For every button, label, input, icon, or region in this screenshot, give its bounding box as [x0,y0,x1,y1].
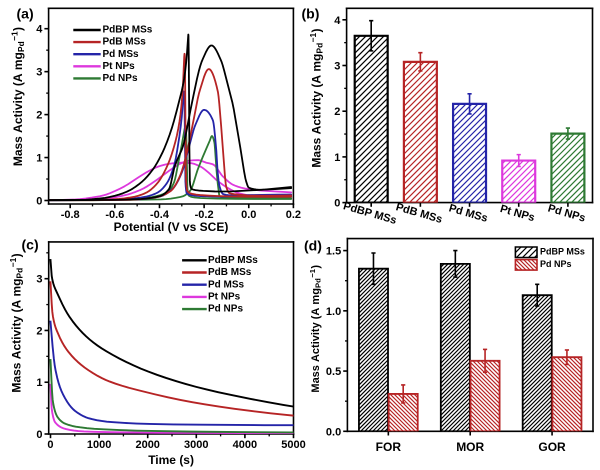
svg-text:2: 2 [36,325,42,337]
svg-text:Pd NPs: Pd NPs [208,304,243,315]
svg-text:2: 2 [334,106,340,118]
svg-text:4000: 4000 [233,439,257,451]
svg-text:2: 2 [36,110,42,122]
svg-text:0.2: 0.2 [286,209,301,221]
svg-text:1: 1 [36,377,42,389]
svg-text:-0.6: -0.6 [105,209,124,221]
svg-text:M a s s: M a s s A c t i v i t y ( A m g ) P d − [5,23,28,167]
svg-text:0: 0 [36,195,42,207]
svg-text:4: 4 [334,15,341,27]
svg-text:0: 0 [47,439,53,451]
svg-text:PdB MSs: PdB MSs [208,267,252,278]
svg-text:1.5: 1.5 [326,246,341,258]
svg-text:0.0: 0.0 [326,426,341,438]
svg-text:PdBP MSs: PdBP MSs [540,247,585,257]
svg-text:Pd MSs: Pd MSs [103,49,140,60]
svg-text:MOR: MOR [456,440,484,454]
svg-text:M a s s: M a s s A c t i v i t y ( A m g ) P d − [3,249,26,393]
svg-text:PdBP MSs: PdBP MSs [208,255,258,266]
svg-text:M a s s: M a s s A c t i v i t y ( A m g ) P d − [302,261,325,393]
svg-text:3: 3 [36,67,42,79]
svg-text:0: 0 [334,198,340,210]
svg-text:Pd NPs: Pd NPs [103,73,138,84]
svg-text:3: 3 [36,274,42,286]
svg-text:0.5: 0.5 [326,366,341,378]
svg-text:1000: 1000 [87,439,111,451]
svg-text:FOR: FOR [376,440,402,454]
svg-text:1: 1 [36,153,42,165]
svg-text:4: 4 [36,24,43,36]
svg-text:Pd NPs: Pd NPs [540,259,572,269]
svg-text:Pt NPs: Pt NPs [208,291,241,302]
svg-text:-0.4: -0.4 [150,209,170,221]
svg-text:3000: 3000 [184,439,208,451]
svg-text:Pt NPs: Pt NPs [103,61,136,72]
svg-text:3: 3 [334,60,340,72]
svg-text:Time (s): Time (s) [148,453,194,467]
svg-text:(a): (a) [17,5,34,21]
svg-text:Pd MSs: Pd MSs [208,279,245,290]
svg-text:(d): (d) [304,238,322,254]
svg-text:(c): (c) [22,237,39,253]
svg-text:(b): (b) [302,6,320,22]
svg-text:-0.2: -0.2 [195,209,214,221]
svg-text:-0.8: -0.8 [61,209,80,221]
svg-text:M a s s: M a s s A c t i v i t y ( A m g ) P d − [303,24,326,168]
svg-text:0: 0 [36,429,42,441]
svg-text:1.0: 1.0 [326,306,341,318]
svg-text:GOR: GOR [538,440,566,454]
svg-text:1: 1 [334,152,340,164]
svg-text:0.0: 0.0 [241,209,256,221]
svg-text:2000: 2000 [135,439,159,451]
svg-text:PdBP MSs: PdBP MSs [103,25,153,36]
svg-text:PdB MSs: PdB MSs [103,37,147,48]
svg-text:5000: 5000 [281,439,305,451]
svg-text:Potential (V vs SCE): Potential (V vs SCE) [114,220,229,234]
